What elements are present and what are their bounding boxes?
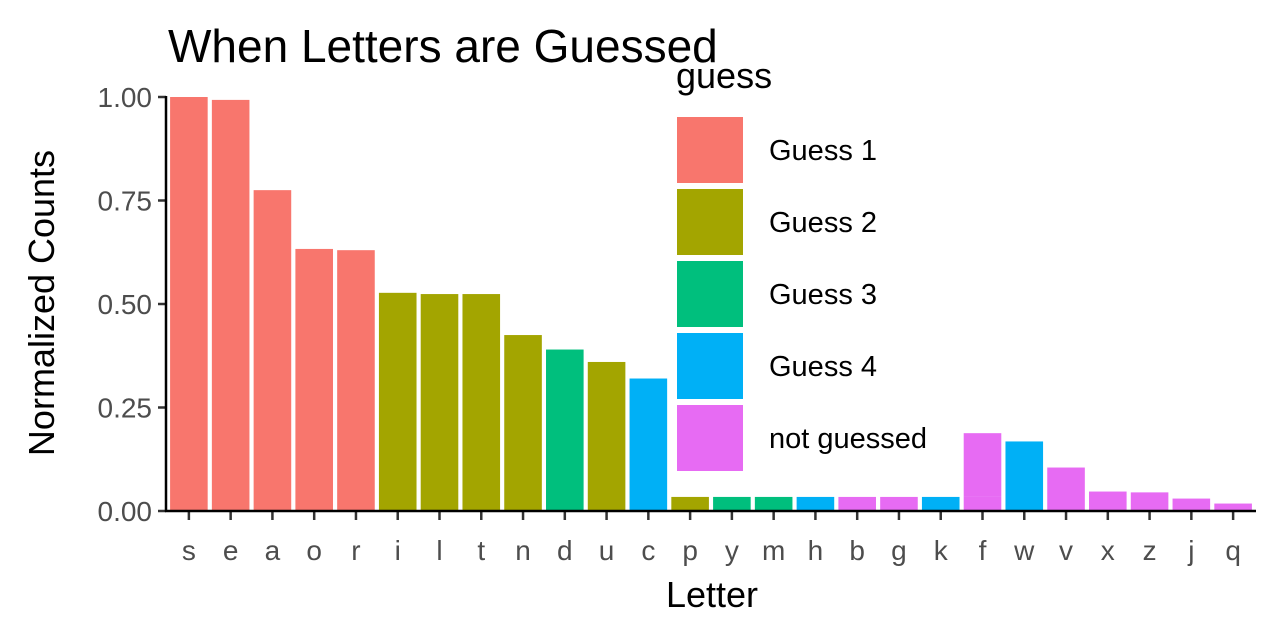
x-tick-label: t [477,535,485,566]
x-tick-label: c [641,535,655,566]
y-tick-label: 1.00 [98,82,153,113]
bar-s [170,97,208,511]
y-axis-title: Normalized Counts [21,150,62,456]
bar-b [838,497,876,511]
bar-n [504,335,542,511]
bar-c [630,379,668,511]
legend-key [677,189,743,255]
x-tick-label: v [1059,535,1073,566]
legend-label: Guess 4 [769,351,877,383]
y-tick-label: 0.00 [98,496,153,527]
bar-t [462,294,500,511]
x-tick-label: q [1225,535,1241,566]
legend: guess Guess 1 Guess 2 Guess 3 Guess 4 not gu… [676,55,927,471]
bar-w [1005,441,1043,511]
x-tick-label: f [979,535,987,566]
x-tick-label: g [891,535,907,566]
legend-label: Guess 1 [769,135,877,167]
legend-key [677,261,743,327]
bar-a [254,190,292,511]
y-tick-label: 0.25 [98,393,153,424]
legend-key [677,117,743,183]
bar-j [1173,499,1211,511]
bar-z [1131,492,1169,511]
x-tick-label: i [395,535,401,566]
x-tick-label: b [849,535,865,566]
legend-key [677,405,743,471]
x-tick-label: a [265,535,281,566]
legend-key [677,333,743,399]
x-tick-label: d [557,535,573,566]
legend-label: Guess 2 [769,207,877,239]
x-tick-label: w [1013,535,1035,566]
bar-v [1047,468,1085,511]
bar-e [212,100,250,511]
bar-u [588,362,626,511]
x-tick-label: m [762,535,785,566]
x-tick-label: s [182,535,196,566]
bar-g [880,497,918,511]
bar-o [295,249,333,511]
x-tick-label: z [1143,535,1157,566]
y-axis: 0.00 0.25 0.50 0.75 1.00 [98,82,167,527]
x-tick-label: h [808,535,824,566]
bar-k [922,497,960,511]
x-tick-label: l [436,535,442,566]
chart-title: When Letters are Guessed [168,20,718,72]
x-tick-label: e [223,535,239,566]
x-tick-label: r [351,535,360,566]
x-tick-label: n [515,535,531,566]
x-tick-label: x [1101,535,1115,566]
x-tick-label: o [306,535,322,566]
x-tick-label: p [682,535,698,566]
bar-p [671,497,709,511]
x-tick-label: y [725,535,739,566]
legend-label: Guess 3 [769,279,877,311]
bar-d [546,350,584,511]
bar-l [421,294,459,511]
y-tick-label: 0.50 [98,289,153,320]
y-tick-label: 0.75 [98,186,153,217]
bar-y [713,497,751,511]
legend-title: guess [676,55,772,96]
x-axis-title: Letter [666,574,758,615]
bar-x [1089,492,1127,511]
bar-h [797,497,835,511]
bar-m [755,497,793,511]
bar-f [964,433,1002,497]
x-tick-label: j [1187,535,1194,566]
x-tick-label: k [934,535,949,566]
bar-r [337,250,375,511]
bar-f [964,497,1002,511]
bar-i [379,293,417,511]
x-tick-label: u [599,535,615,566]
legend-label: not guessed [769,423,927,455]
